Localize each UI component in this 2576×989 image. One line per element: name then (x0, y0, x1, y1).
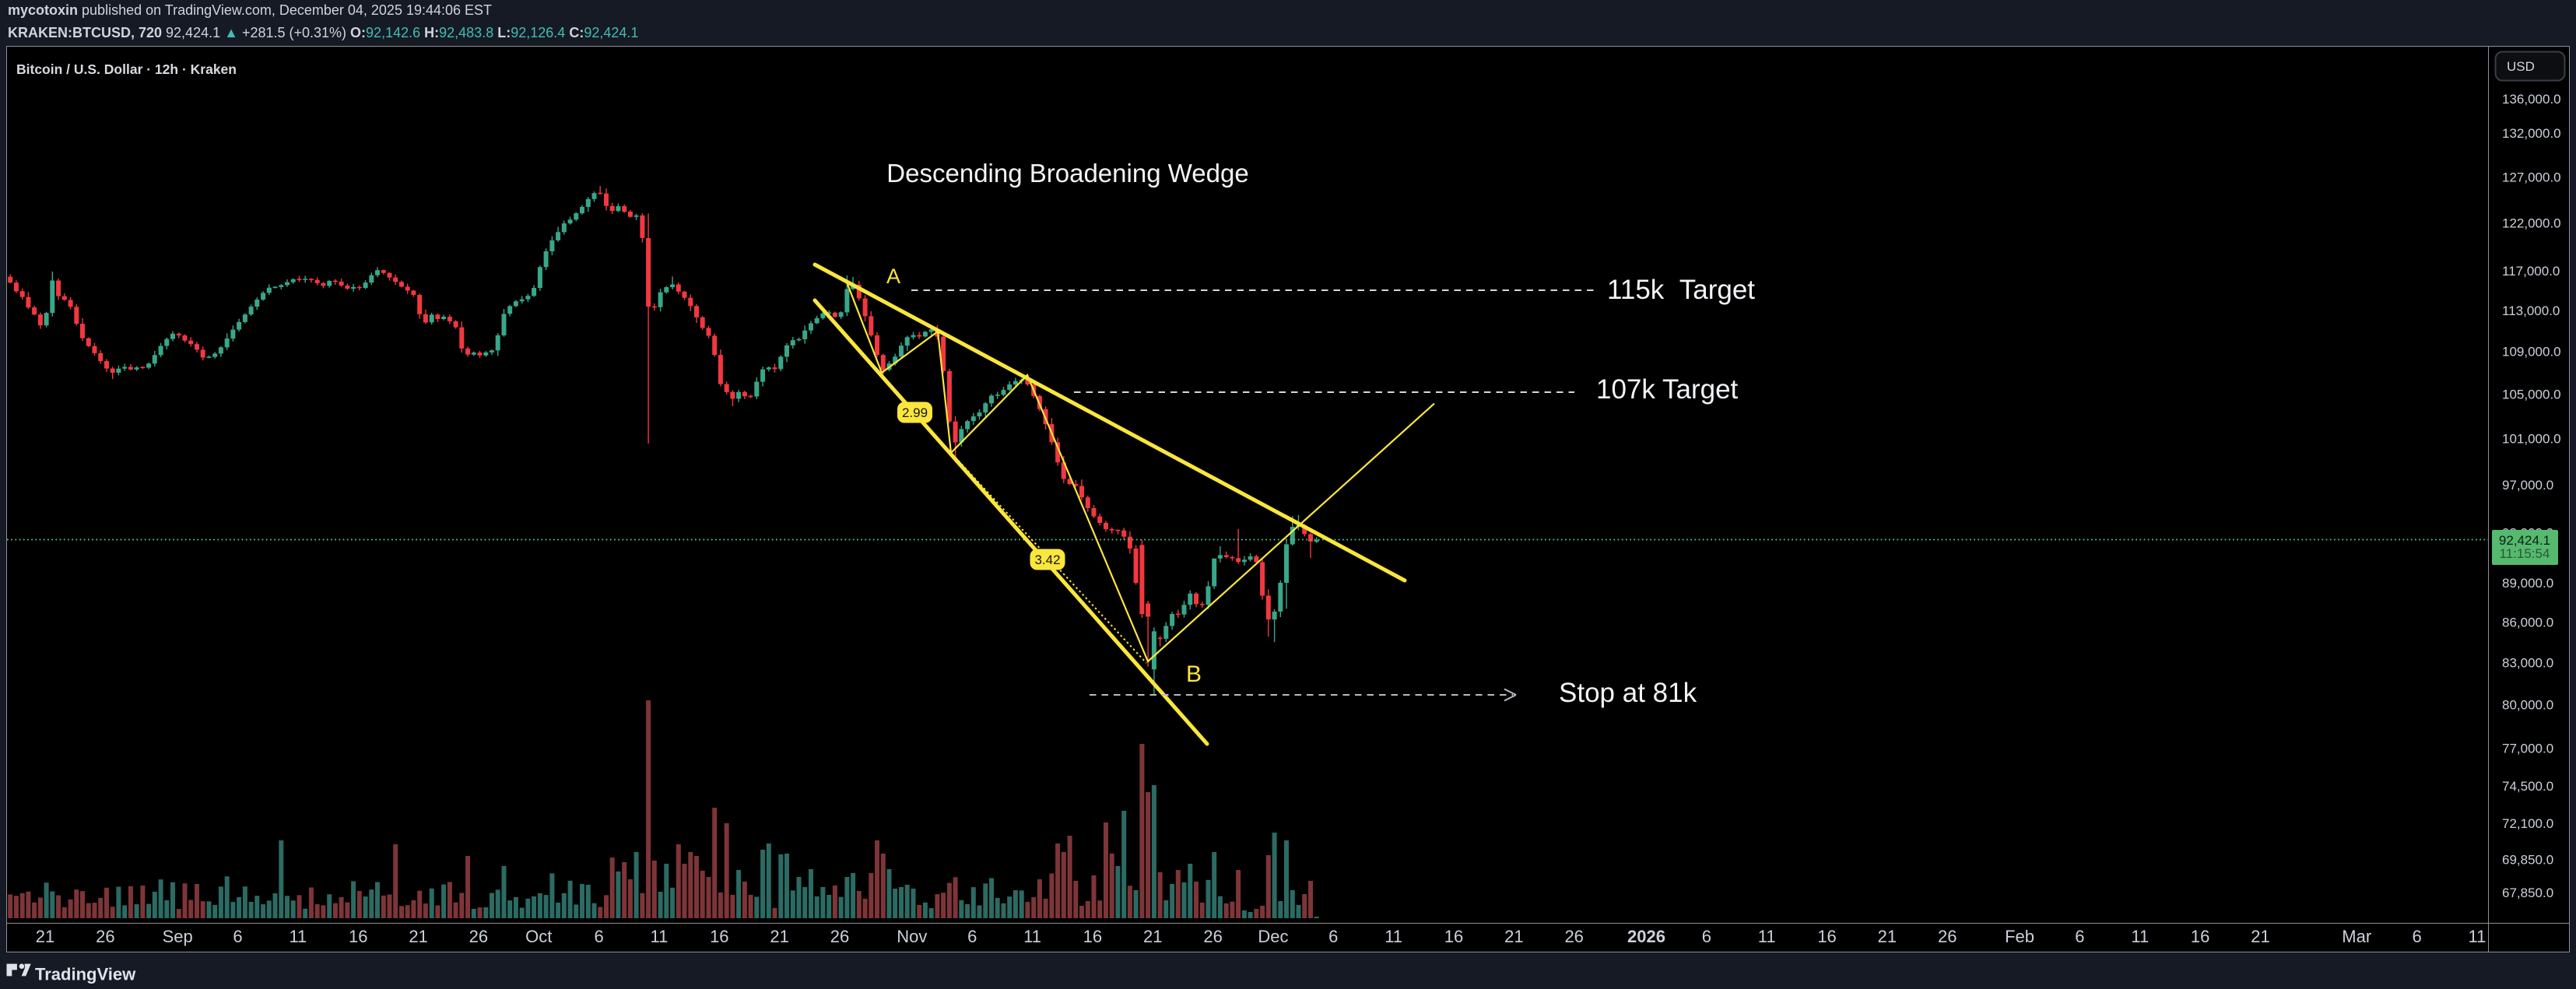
svg-text:11: 11 (2131, 927, 2149, 946)
svg-text:A: A (886, 265, 900, 288)
svg-text:80,000.0: 80,000.0 (2502, 697, 2553, 712)
svg-text:mycotoxin published on Trading: mycotoxin published on TradingView.com, … (8, 2, 492, 18)
svg-text:11: 11 (651, 927, 669, 946)
svg-text:16: 16 (1444, 927, 1463, 946)
svg-text:89,000.0: 89,000.0 (2502, 576, 2553, 591)
svg-text:11: 11 (2469, 927, 2487, 946)
svg-text:69,850.0: 69,850.0 (2502, 852, 2553, 867)
svg-text:B: B (1186, 661, 1202, 687)
svg-text:21: 21 (1878, 927, 1897, 946)
svg-text:6: 6 (1328, 927, 1338, 946)
svg-text:21: 21 (2251, 927, 2269, 946)
svg-text:6: 6 (594, 927, 603, 946)
svg-text:21: 21 (1504, 927, 1523, 946)
svg-text:26: 26 (1938, 927, 1957, 946)
svg-text:83,000.0: 83,000.0 (2502, 655, 2553, 670)
svg-text:16: 16 (1083, 927, 1102, 946)
svg-text:6: 6 (233, 927, 242, 946)
svg-text:136,000.0: 136,000.0 (2502, 92, 2561, 107)
svg-text:77,000.0: 77,000.0 (2502, 742, 2553, 756)
svg-text:16: 16 (710, 927, 728, 946)
svg-text:11: 11 (1758, 927, 1776, 946)
svg-text:26: 26 (1203, 927, 1222, 946)
svg-text:21: 21 (409, 927, 427, 946)
svg-text:USD: USD (2507, 59, 2535, 74)
svg-text:Bitcoin / U.S. Dollar · 12h ·: Bitcoin / U.S. Dollar · 12h · Kraken (16, 61, 237, 77)
svg-text:67,850.0: 67,850.0 (2502, 886, 2553, 900)
svg-text:109,000.0: 109,000.0 (2502, 345, 2561, 359)
svg-text:105,000.0: 105,000.0 (2502, 388, 2561, 402)
svg-text:16: 16 (2191, 927, 2209, 946)
svg-text:86,000.0: 86,000.0 (2502, 615, 2553, 630)
svg-text:92,424.1: 92,424.1 (2499, 533, 2550, 548)
svg-text:132,000.0: 132,000.0 (2502, 126, 2561, 141)
svg-text:26: 26 (830, 927, 849, 946)
svg-text:Dec: Dec (1258, 927, 1288, 946)
svg-text:107k Target: 107k Target (1596, 374, 1739, 405)
svg-text:127,000.0: 127,000.0 (2502, 170, 2561, 184)
svg-text:16: 16 (349, 927, 367, 946)
svg-text:117,000.0: 117,000.0 (2502, 264, 2560, 279)
svg-text:26: 26 (1564, 927, 1583, 946)
svg-text:11: 11 (1023, 927, 1041, 946)
svg-text:6: 6 (967, 927, 977, 946)
svg-text:Descending Broadening Wedge: Descending Broadening Wedge (886, 159, 1248, 188)
svg-text:97,000.0: 97,000.0 (2502, 478, 2553, 493)
svg-text:21: 21 (36, 927, 54, 946)
svg-text:26: 26 (96, 927, 114, 946)
svg-text:113,000.0: 113,000.0 (2502, 303, 2560, 318)
svg-text:26: 26 (469, 927, 488, 946)
svg-text:11: 11 (289, 927, 307, 946)
svg-text:115k Target: 115k Target (1607, 275, 1755, 305)
svg-text:Oct: Oct (525, 927, 552, 946)
svg-text:Sep: Sep (163, 927, 193, 946)
svg-text:KRAKEN:BTCUSD, 720 92,424.1 ▲: KRAKEN:BTCUSD, 720 92,424.1 ▲ +281.5 (+0… (8, 25, 638, 40)
svg-text:72,100.0: 72,100.0 (2502, 816, 2553, 831)
svg-text:11:15:54: 11:15:54 (2500, 546, 2550, 561)
svg-text:6: 6 (2412, 927, 2421, 946)
svg-text:Mar: Mar (2342, 927, 2371, 946)
svg-text:21: 21 (770, 927, 788, 946)
svg-text:3.42: 3.42 (1034, 552, 1060, 567)
svg-text:TradingView: TradingView (35, 965, 136, 984)
svg-text:Stop at 81k: Stop at 81k (1559, 678, 1697, 708)
svg-text:2.99: 2.99 (902, 405, 928, 420)
svg-text:Feb: Feb (2005, 927, 2034, 946)
svg-text:6: 6 (2075, 927, 2084, 946)
svg-text:21: 21 (1143, 927, 1162, 946)
svg-text:6: 6 (1702, 927, 1711, 946)
svg-text:74,500.0: 74,500.0 (2502, 779, 2553, 794)
svg-text:Nov: Nov (897, 927, 927, 946)
svg-text:11: 11 (1385, 927, 1402, 946)
svg-text:122,000.0: 122,000.0 (2502, 216, 2561, 230)
svg-text:2026: 2026 (1627, 927, 1665, 946)
svg-text:16: 16 (1817, 927, 1836, 946)
svg-text:101,000.0: 101,000.0 (2502, 431, 2561, 446)
